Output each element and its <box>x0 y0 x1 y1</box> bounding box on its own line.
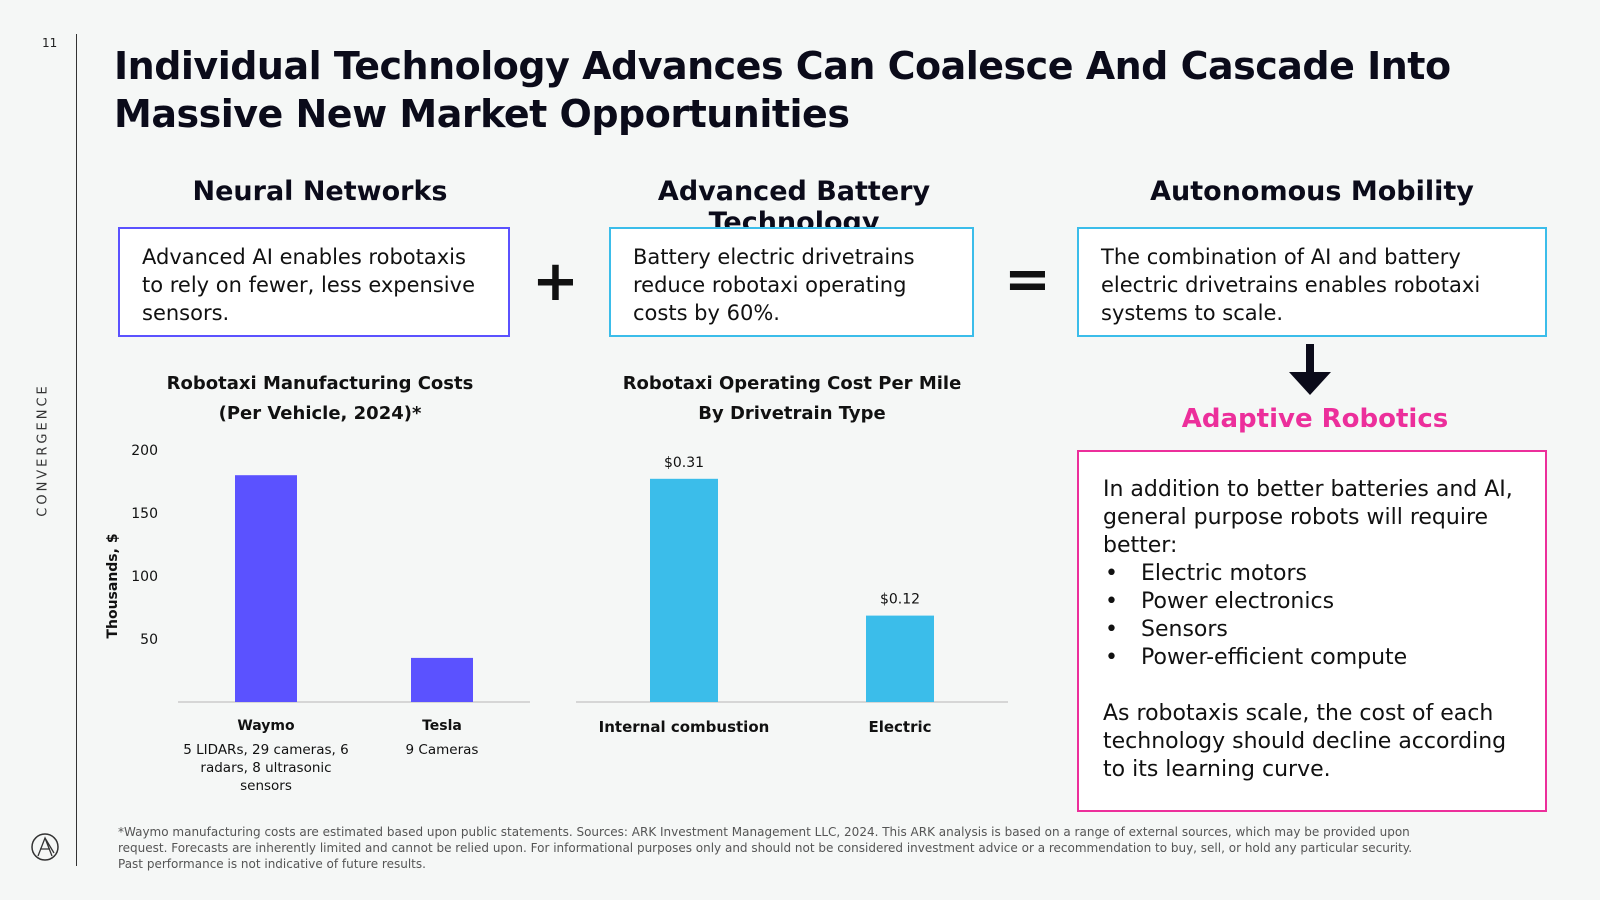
footnote: *Waymo manufacturing costs are estimated… <box>118 825 1413 871</box>
down-arrow-icon <box>1289 344 1331 395</box>
section-label: CONVERGENCE <box>35 383 51 517</box>
x-tick-label: Tesla <box>422 718 462 734</box>
x-tick-label: Electric <box>868 718 931 736</box>
y-axis-label: Thousands, $ <box>105 533 121 638</box>
ark-logo-icon <box>31 833 59 861</box>
y-tick-label: 50 <box>140 632 158 648</box>
manufacturing-cost-chart: 50 100 150 200 Thousands, $ Waymo 5 LIDARs, 29… <box>105 443 530 794</box>
chart-title-line: By Drivetrain Type <box>698 403 886 424</box>
y-tick-label: 200 <box>131 443 158 459</box>
adaptive-intro: In addition to better batteries and AI, … <box>1103 477 1513 558</box>
category-note: 9 Cameras <box>406 742 479 758</box>
category-note: 5 LIDARs, 29 cameras, 6 radars, 8 ultraso… <box>183 742 348 794</box>
list-item: Sensors <box>1103 616 1521 644</box>
chart-title-operating: Robotaxi Operating Cost Per Mile By Driv… <box>600 369 984 429</box>
data-label: $0.12 <box>880 592 920 608</box>
x-tick-label: Waymo <box>237 718 295 734</box>
divider-line <box>76 34 77 866</box>
page-number: 11 <box>42 36 58 50</box>
list-item: Power electronics <box>1103 588 1521 616</box>
bar-electric <box>866 615 934 702</box>
data-label: $0.31 <box>664 455 704 471</box>
y-tick-label: 100 <box>131 569 158 585</box>
chart-title-line: (Per Vehicle, 2024)* <box>218 403 422 424</box>
adaptive-robotics-heading: Adaptive Robotics <box>1181 404 1449 434</box>
adaptive-bullet-list: Electric motors Power electronics Sensor… <box>1103 560 1521 672</box>
bar-tesla <box>411 657 473 702</box>
y-tick-label: 150 <box>131 506 158 522</box>
page-title: Individual Technology Advances Can Coale… <box>114 44 1451 136</box>
chart-title-manufacturing: Robotaxi Manufacturing Costs (Per Vehicl… <box>150 369 490 429</box>
autonomous-mobility-box: The combination of AI and battery electr… <box>1077 227 1547 337</box>
battery-technology-box: Battery electric drivetrains reduce robo… <box>609 227 974 337</box>
adaptive-outro: As robotaxis scale, the cost of each tec… <box>1103 701 1507 782</box>
list-item: Electric motors <box>1103 560 1521 588</box>
equals-operator: = <box>1004 247 1051 312</box>
x-tick-label: Internal combustion <box>599 718 770 736</box>
bar-internal-combustion <box>650 478 718 702</box>
bar-waymo <box>235 475 297 702</box>
chart-title-line: Robotaxi Operating Cost Per Mile <box>622 373 962 394</box>
heading-neural-networks: Neural Networks <box>192 176 448 207</box>
list-item: Power-efficient compute <box>1103 644 1521 672</box>
plus-operator: + <box>532 249 579 314</box>
operating-cost-chart: $0.31 Internal combustion $0.12 Electric <box>576 455 1008 736</box>
adaptive-robotics-box: In addition to better batteries and AI, … <box>1077 450 1547 812</box>
heading-autonomous-mobility: Autonomous Mobility <box>1150 176 1474 207</box>
chart-title-line: Robotaxi Manufacturing Costs <box>166 373 474 394</box>
neural-networks-box: Advanced AI enables robotaxis to rely on… <box>118 227 510 337</box>
